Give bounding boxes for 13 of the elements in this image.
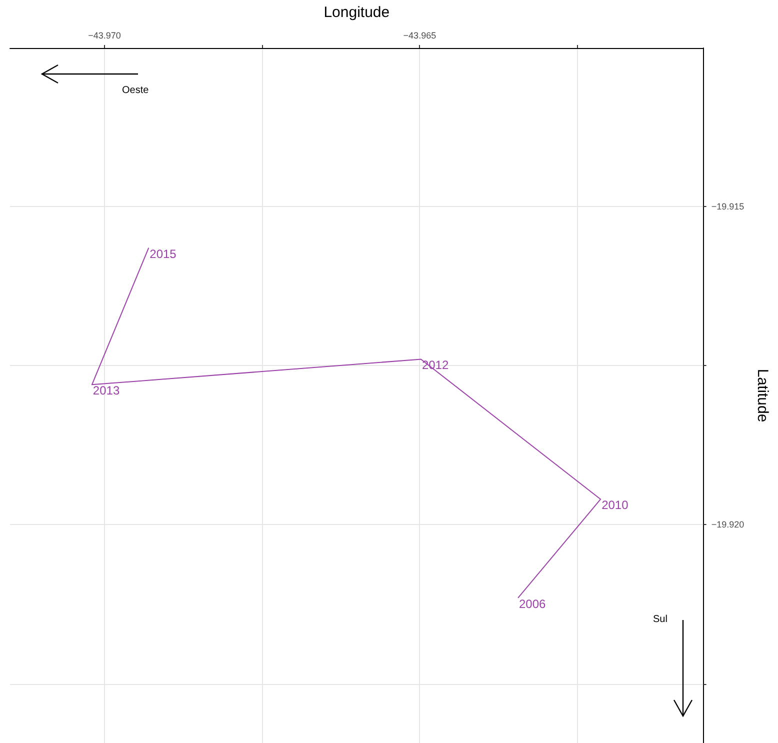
y-axis-title: Latitude — [754, 368, 771, 422]
annotation: 2010 — [602, 498, 629, 512]
annotation: 2015 — [150, 246, 177, 261]
annotation: 2006 — [519, 596, 546, 611]
annotation: 2013 — [92, 384, 120, 398]
x-tick-label: −43.970 — [88, 30, 121, 40]
y-tick-label: −19.915 — [711, 201, 744, 212]
x-axis-title: Longitude — [324, 4, 390, 21]
x-tick-label: −43.965 — [403, 30, 436, 40]
annotation: Sul — [653, 614, 668, 625]
y-tick-label: −19.920 — [711, 520, 744, 530]
line-series — [91, 247, 602, 598]
annotation: Oeste — [122, 85, 149, 96]
